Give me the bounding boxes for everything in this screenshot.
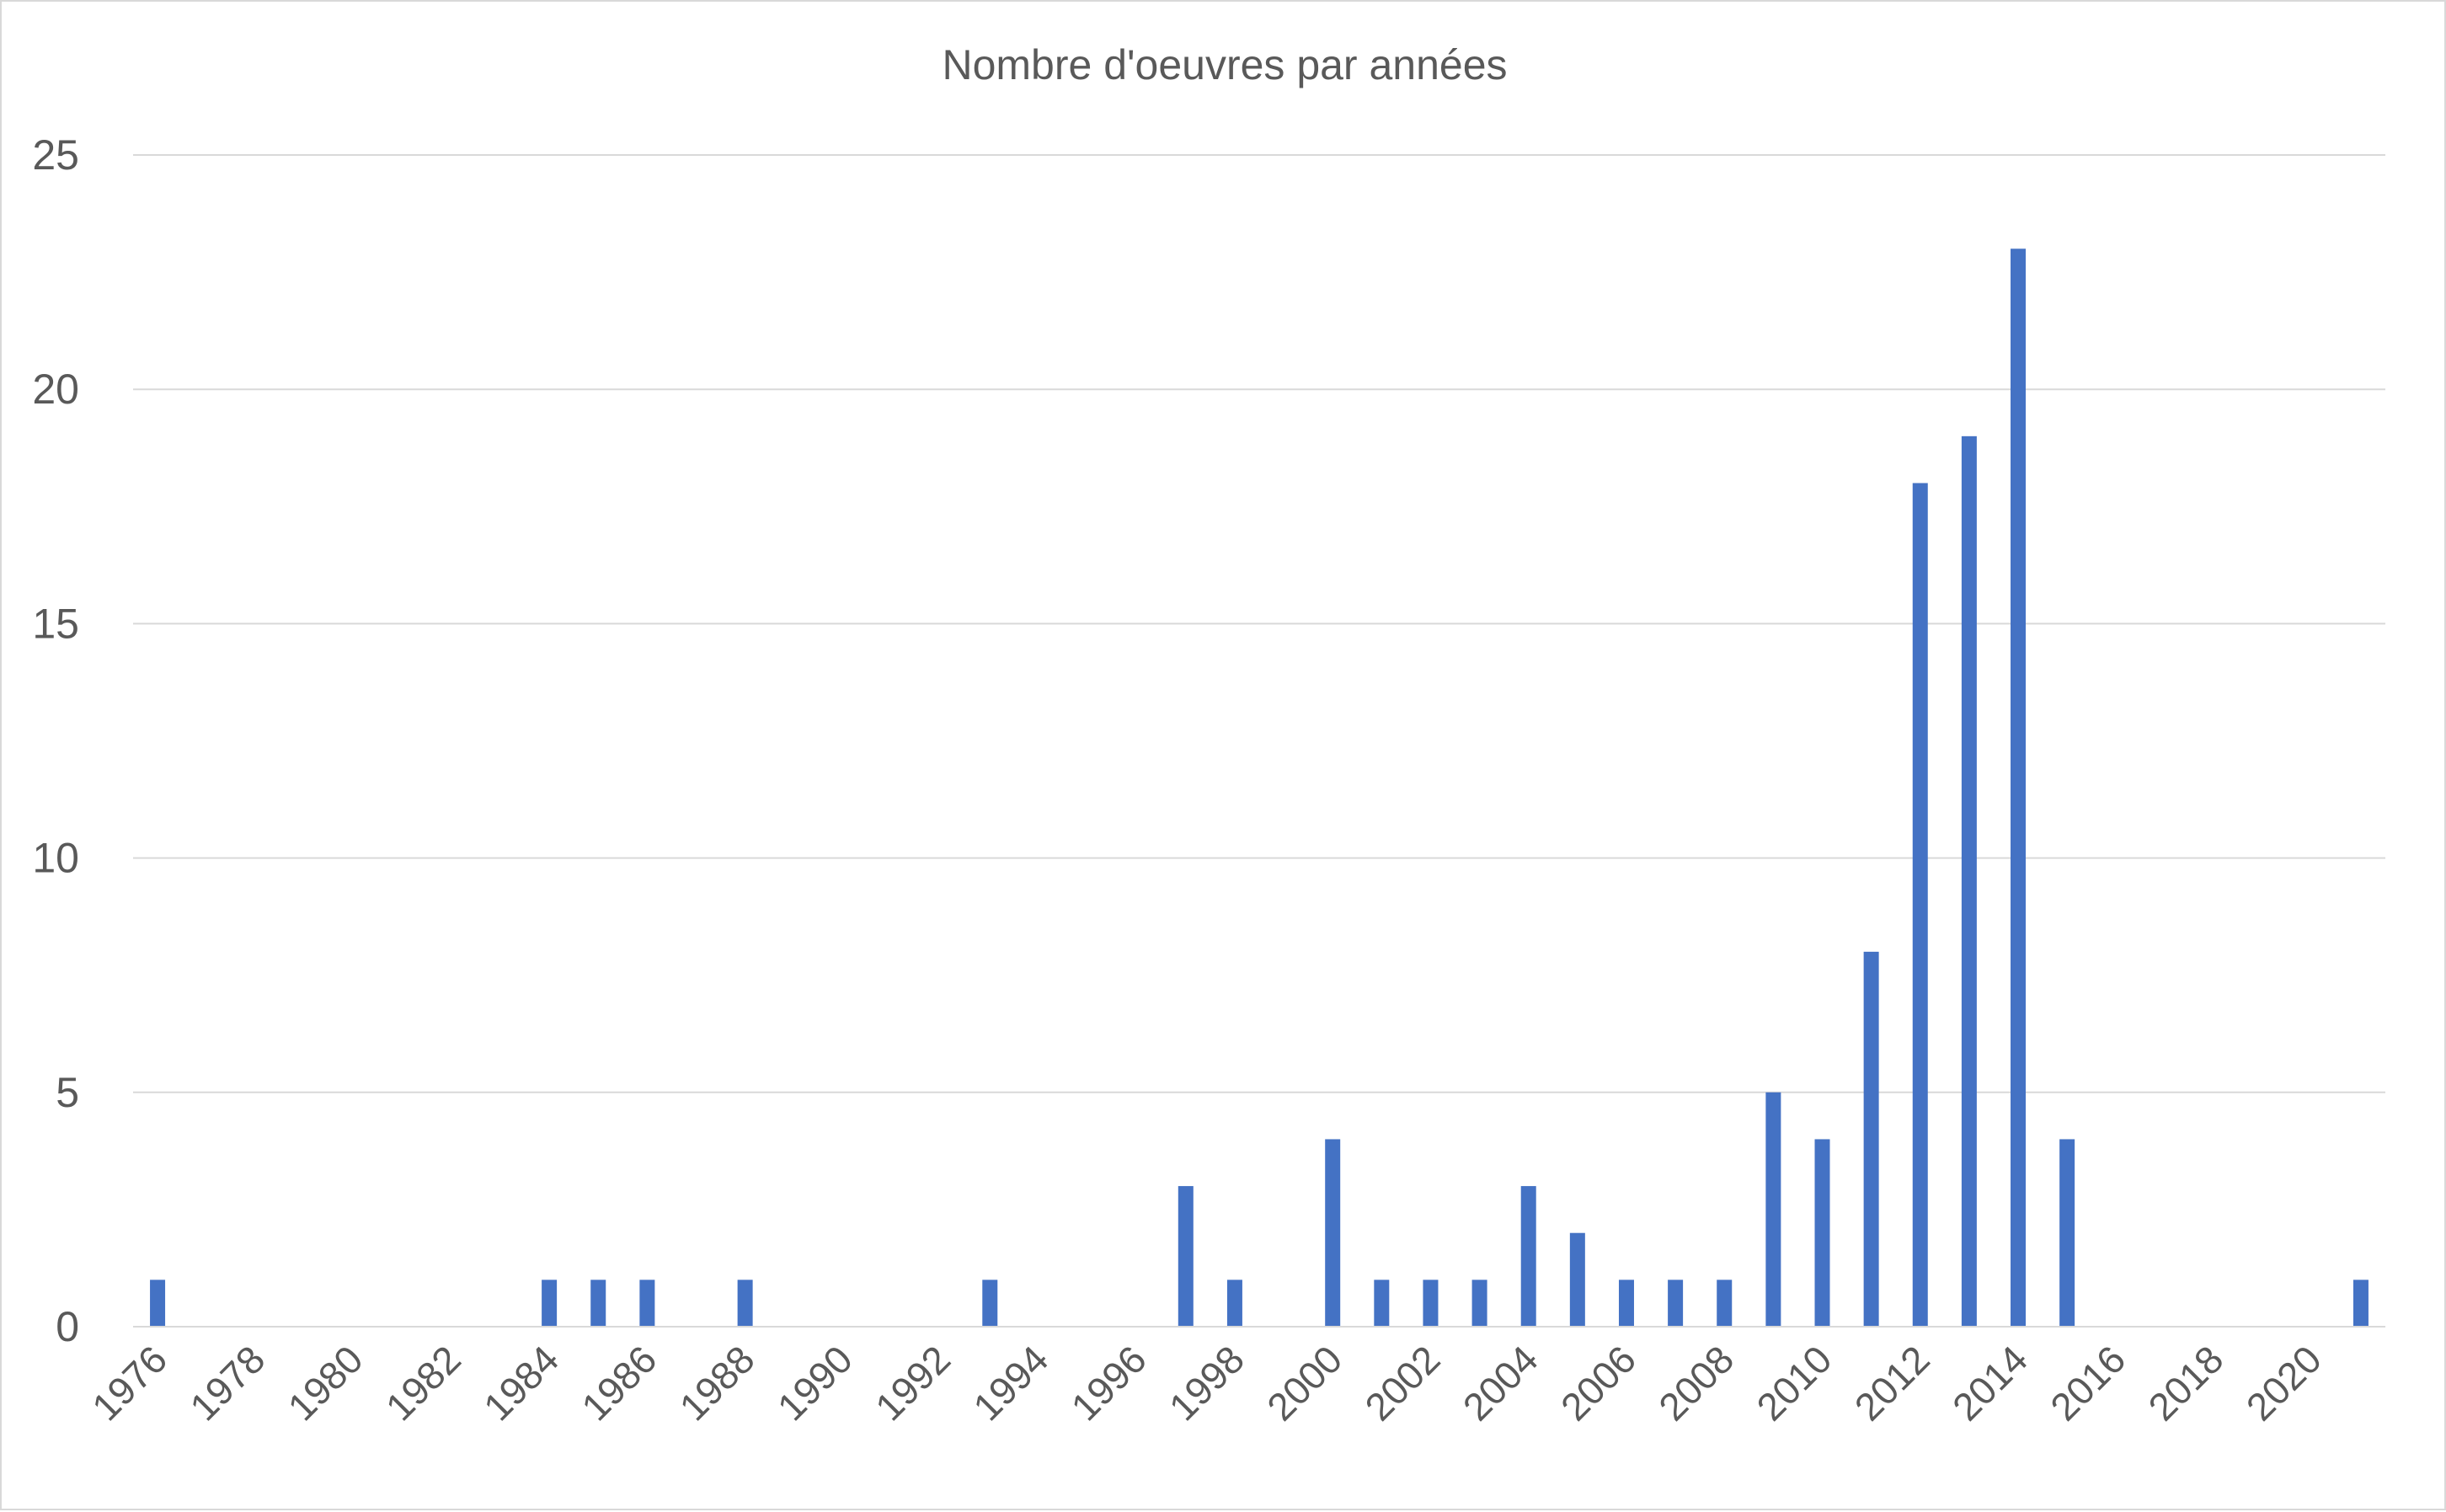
y-tick-label: 20 — [32, 366, 79, 413]
x-tick-label: 2012 — [1846, 1337, 1938, 1429]
bar-1985 — [590, 1280, 606, 1327]
bar-2021 — [2353, 1280, 2369, 1327]
bar-2003 — [1471, 1280, 1487, 1327]
x-tick-label: 2014 — [1944, 1337, 2036, 1429]
x-tick-label: 1992 — [867, 1337, 959, 1429]
x-tick-label: 1994 — [964, 1337, 1056, 1429]
y-tick-label: 15 — [32, 600, 79, 647]
x-tick-label: 1986 — [573, 1337, 665, 1429]
bar-2008 — [1717, 1280, 1733, 1327]
bar-1988 — [737, 1280, 753, 1327]
bar-2007 — [1668, 1280, 1684, 1327]
x-tick-label: 1990 — [769, 1337, 861, 1429]
bar-1976 — [150, 1280, 166, 1327]
y-tick-label: 10 — [32, 835, 79, 882]
chart-title: Nombre d'oeuvres par années — [942, 41, 1507, 88]
x-axis-ticks: 1976 1978 1980 1982 1984 1986 1988 1990 1992 1994… — [83, 1337, 2330, 1429]
x-tick-label: 2010 — [1748, 1337, 1840, 1429]
bar-1993 — [982, 1280, 998, 1327]
x-tick-label: 1998 — [1161, 1337, 1252, 1429]
bar-2015 — [2059, 1139, 2075, 1327]
x-tick-label: 1978 — [181, 1337, 273, 1429]
x-tick-label: 2016 — [2042, 1337, 2134, 1429]
bar-2009 — [1765, 1092, 1781, 1327]
bar-2010 — [1814, 1139, 1830, 1327]
y-axis-ticks: 0 5 10 15 20 25 — [32, 131, 79, 1350]
x-tick-label: 2020 — [2238, 1337, 2330, 1429]
x-tick-label: 1976 — [83, 1337, 175, 1429]
bar-1984 — [542, 1280, 558, 1327]
bar-1986 — [639, 1280, 655, 1327]
x-tick-label: 1988 — [671, 1337, 763, 1429]
bar-2002 — [1423, 1280, 1439, 1327]
bar-1998 — [1226, 1280, 1242, 1327]
bar-2005 — [1569, 1232, 1585, 1327]
x-tick-label: 2018 — [2139, 1337, 2231, 1429]
bars — [150, 248, 2369, 1327]
x-tick-label: 2006 — [1552, 1337, 1644, 1429]
x-tick-label: 1996 — [1063, 1337, 1155, 1429]
x-tick-label: 2000 — [1258, 1337, 1350, 1429]
y-tick-label: 0 — [56, 1303, 79, 1350]
bar-2012 — [1912, 483, 1928, 1327]
x-tick-label: 2008 — [1650, 1337, 1742, 1429]
bar-2000 — [1325, 1139, 1341, 1327]
bar-2014 — [2011, 248, 2027, 1327]
x-tick-label: 1982 — [377, 1337, 469, 1429]
y-tick-label: 5 — [56, 1069, 79, 1116]
bar-2011 — [1863, 951, 1879, 1327]
bar-2004 — [1520, 1186, 1536, 1327]
x-tick-label: 1984 — [475, 1337, 567, 1429]
bar-2006 — [1618, 1280, 1634, 1327]
bar-2001 — [1374, 1280, 1390, 1327]
x-tick-label: 2002 — [1356, 1337, 1448, 1429]
x-tick-label: 2004 — [1455, 1337, 1546, 1429]
gridlines — [133, 154, 2385, 1093]
bar-1997 — [1178, 1186, 1194, 1327]
y-tick-label: 25 — [32, 131, 79, 179]
bar-2013 — [1961, 435, 1977, 1327]
x-tick-label: 1980 — [280, 1337, 371, 1429]
